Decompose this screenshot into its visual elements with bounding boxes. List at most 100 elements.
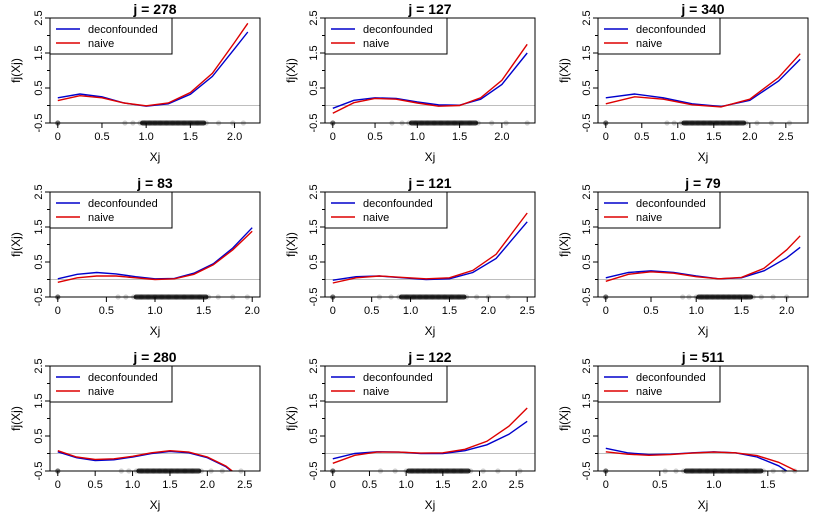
x-tick-label: 1.5	[442, 305, 457, 317]
panel-9: j = 511 0 0.5 1.0 1.5 -0.5 0.5 1.5 2.5 Xj fj(Xj) de…	[557, 349, 809, 512]
y-tick-label: 2.5	[581, 10, 593, 25]
x-tick-label: 0.5	[652, 479, 667, 491]
legend-box	[597, 191, 721, 229]
y-tick-label: 1.5	[581, 393, 593, 408]
x-tick-label: 1.5	[734, 305, 749, 317]
naive-curve	[57, 449, 234, 471]
y-tick-label: 0.5	[33, 254, 45, 269]
y-tick-label: -0.5	[33, 288, 45, 307]
y-tick-label: 1.5	[33, 219, 45, 234]
x-tick-label: 1.0	[399, 479, 414, 491]
x-tick-label: 2.0	[227, 131, 242, 143]
panel-title: j = 83	[136, 175, 173, 191]
naive-curve	[332, 43, 528, 114]
y-tick-label: -0.5	[581, 462, 593, 481]
y-tick-label: 2.5	[308, 10, 320, 25]
x-tick-label: 2.0	[779, 305, 794, 317]
panel-title: j = 511	[681, 349, 725, 365]
legend: deconfounded naive	[324, 191, 448, 229]
panel-title: j = 127	[407, 1, 451, 17]
y-tick-label: 2.5	[33, 358, 45, 373]
x-axis-label: Xj	[425, 324, 436, 338]
panel-8: j = 122 0 0.5 1.0 1.5 2.0 2.5 -0.5 0.5 1.5 2.5 Xj fj…	[284, 349, 536, 512]
panel-7: j = 280 0 0.5 1.0 1.5 2.0 2.5 -0.5 0.5 1.5 2.5 Xj fj…	[9, 349, 261, 512]
panel-6: j = 79 0 0.5 1.0 1.5 2.0 -0.5 0.5 1.5 2.5 Xj fj(Xj)…	[557, 175, 809, 338]
panel-title: j = 121	[407, 175, 451, 191]
x-tick-label: 0	[55, 305, 61, 317]
x-tick-label: 0	[330, 305, 336, 317]
x-tick-label: 0	[603, 479, 609, 491]
y-tick-label: 1.5	[581, 45, 593, 60]
x-tick-label: 0	[603, 305, 609, 317]
x-tick-label: 1.0	[147, 305, 162, 317]
legend-label-deconfounded: deconfounded	[636, 198, 706, 210]
legend-box	[597, 365, 721, 403]
x-tick-label: 0	[603, 131, 609, 143]
x-tick-label: 1.0	[706, 479, 721, 491]
x-tick-label: 2.5	[778, 131, 793, 143]
y-tick-label: 2.5	[581, 184, 593, 199]
y-tick-label: 2.5	[33, 10, 45, 25]
legend: deconfounded naive	[49, 17, 173, 55]
y-tick-label: 1.5	[308, 393, 320, 408]
x-axis-label: Xj	[698, 150, 709, 164]
x-tick-label: 1.5	[435, 479, 450, 491]
legend-box	[324, 17, 448, 55]
y-axis-label: fj(Xj)	[284, 58, 298, 83]
legend: deconfounded naive	[49, 365, 173, 403]
y-tick-label: 1.5	[33, 393, 45, 408]
x-tick-label: 0.5	[99, 305, 114, 317]
naive-curve	[605, 235, 801, 282]
x-axis-label: Xj	[425, 150, 436, 164]
panel-5: j = 121 0 0.5 1.0 1.5 2.0 2.5 -0.5 0.5 1.5 2.5 Xj fj…	[284, 175, 536, 338]
x-tick-label: 1.0	[670, 131, 685, 143]
legend: deconfounded naive	[324, 17, 448, 55]
legend: deconfounded naive	[597, 365, 721, 403]
legend-label-naive: naive	[636, 38, 662, 50]
y-tick-label: 1.5	[308, 45, 320, 60]
x-tick-label: 0.5	[643, 305, 658, 317]
x-tick-label: 1.0	[139, 131, 154, 143]
y-tick-label: 0.5	[308, 254, 320, 269]
x-tick-label: 1.0	[410, 131, 425, 143]
x-tick-label: 2.5	[237, 479, 252, 491]
y-axis-label: fj(Xj)	[557, 58, 571, 83]
x-tick-label: 0.5	[88, 479, 103, 491]
legend-box	[324, 191, 448, 229]
y-tick-label: -0.5	[308, 288, 320, 307]
x-tick-label: 1.5	[196, 305, 211, 317]
y-axis-label: fj(Xj)	[557, 406, 571, 431]
y-tick-label: -0.5	[581, 114, 593, 133]
y-tick-label: 2.5	[308, 358, 320, 373]
legend: deconfounded naive	[324, 365, 448, 403]
x-axis-label: Xj	[150, 498, 161, 512]
x-tick-label: 1.5	[706, 131, 721, 143]
x-tick-label: 1.5	[162, 479, 177, 491]
y-axis-label: fj(Xj)	[284, 232, 298, 257]
legend-label-naive: naive	[636, 212, 662, 224]
x-tick-label: 1.0	[689, 305, 704, 317]
x-tick-label: 0.5	[94, 131, 109, 143]
legend-box	[49, 191, 173, 229]
y-tick-label: -0.5	[308, 462, 320, 481]
legend: deconfounded naive	[49, 191, 173, 229]
x-tick-label: 0	[330, 131, 336, 143]
x-tick-label: 2.0	[742, 131, 757, 143]
x-tick-label: 2.0	[481, 305, 496, 317]
panel-4: j = 83 0 0.5 1.0 1.5 2.0 -0.5 0.5 1.5 2.5 Xj fj(Xj)…	[9, 175, 261, 338]
y-tick-label: 0.5	[581, 80, 593, 95]
x-axis-label: Xj	[150, 150, 161, 164]
y-tick-label: 0.5	[33, 80, 45, 95]
y-tick-label: 2.5	[308, 184, 320, 199]
x-tick-label: 0	[55, 131, 61, 143]
x-tick-label: 0	[55, 479, 61, 491]
naive-curve	[332, 212, 528, 284]
naive-curve	[605, 53, 801, 108]
y-axis-label: fj(Xj)	[284, 406, 298, 431]
legend-box	[49, 17, 173, 55]
panel-title: j = 278	[132, 1, 176, 17]
x-tick-label: 1.5	[760, 479, 775, 491]
y-tick-label: 2.5	[581, 358, 593, 373]
panel-title: j = 122	[407, 349, 451, 365]
legend-box	[597, 17, 721, 55]
